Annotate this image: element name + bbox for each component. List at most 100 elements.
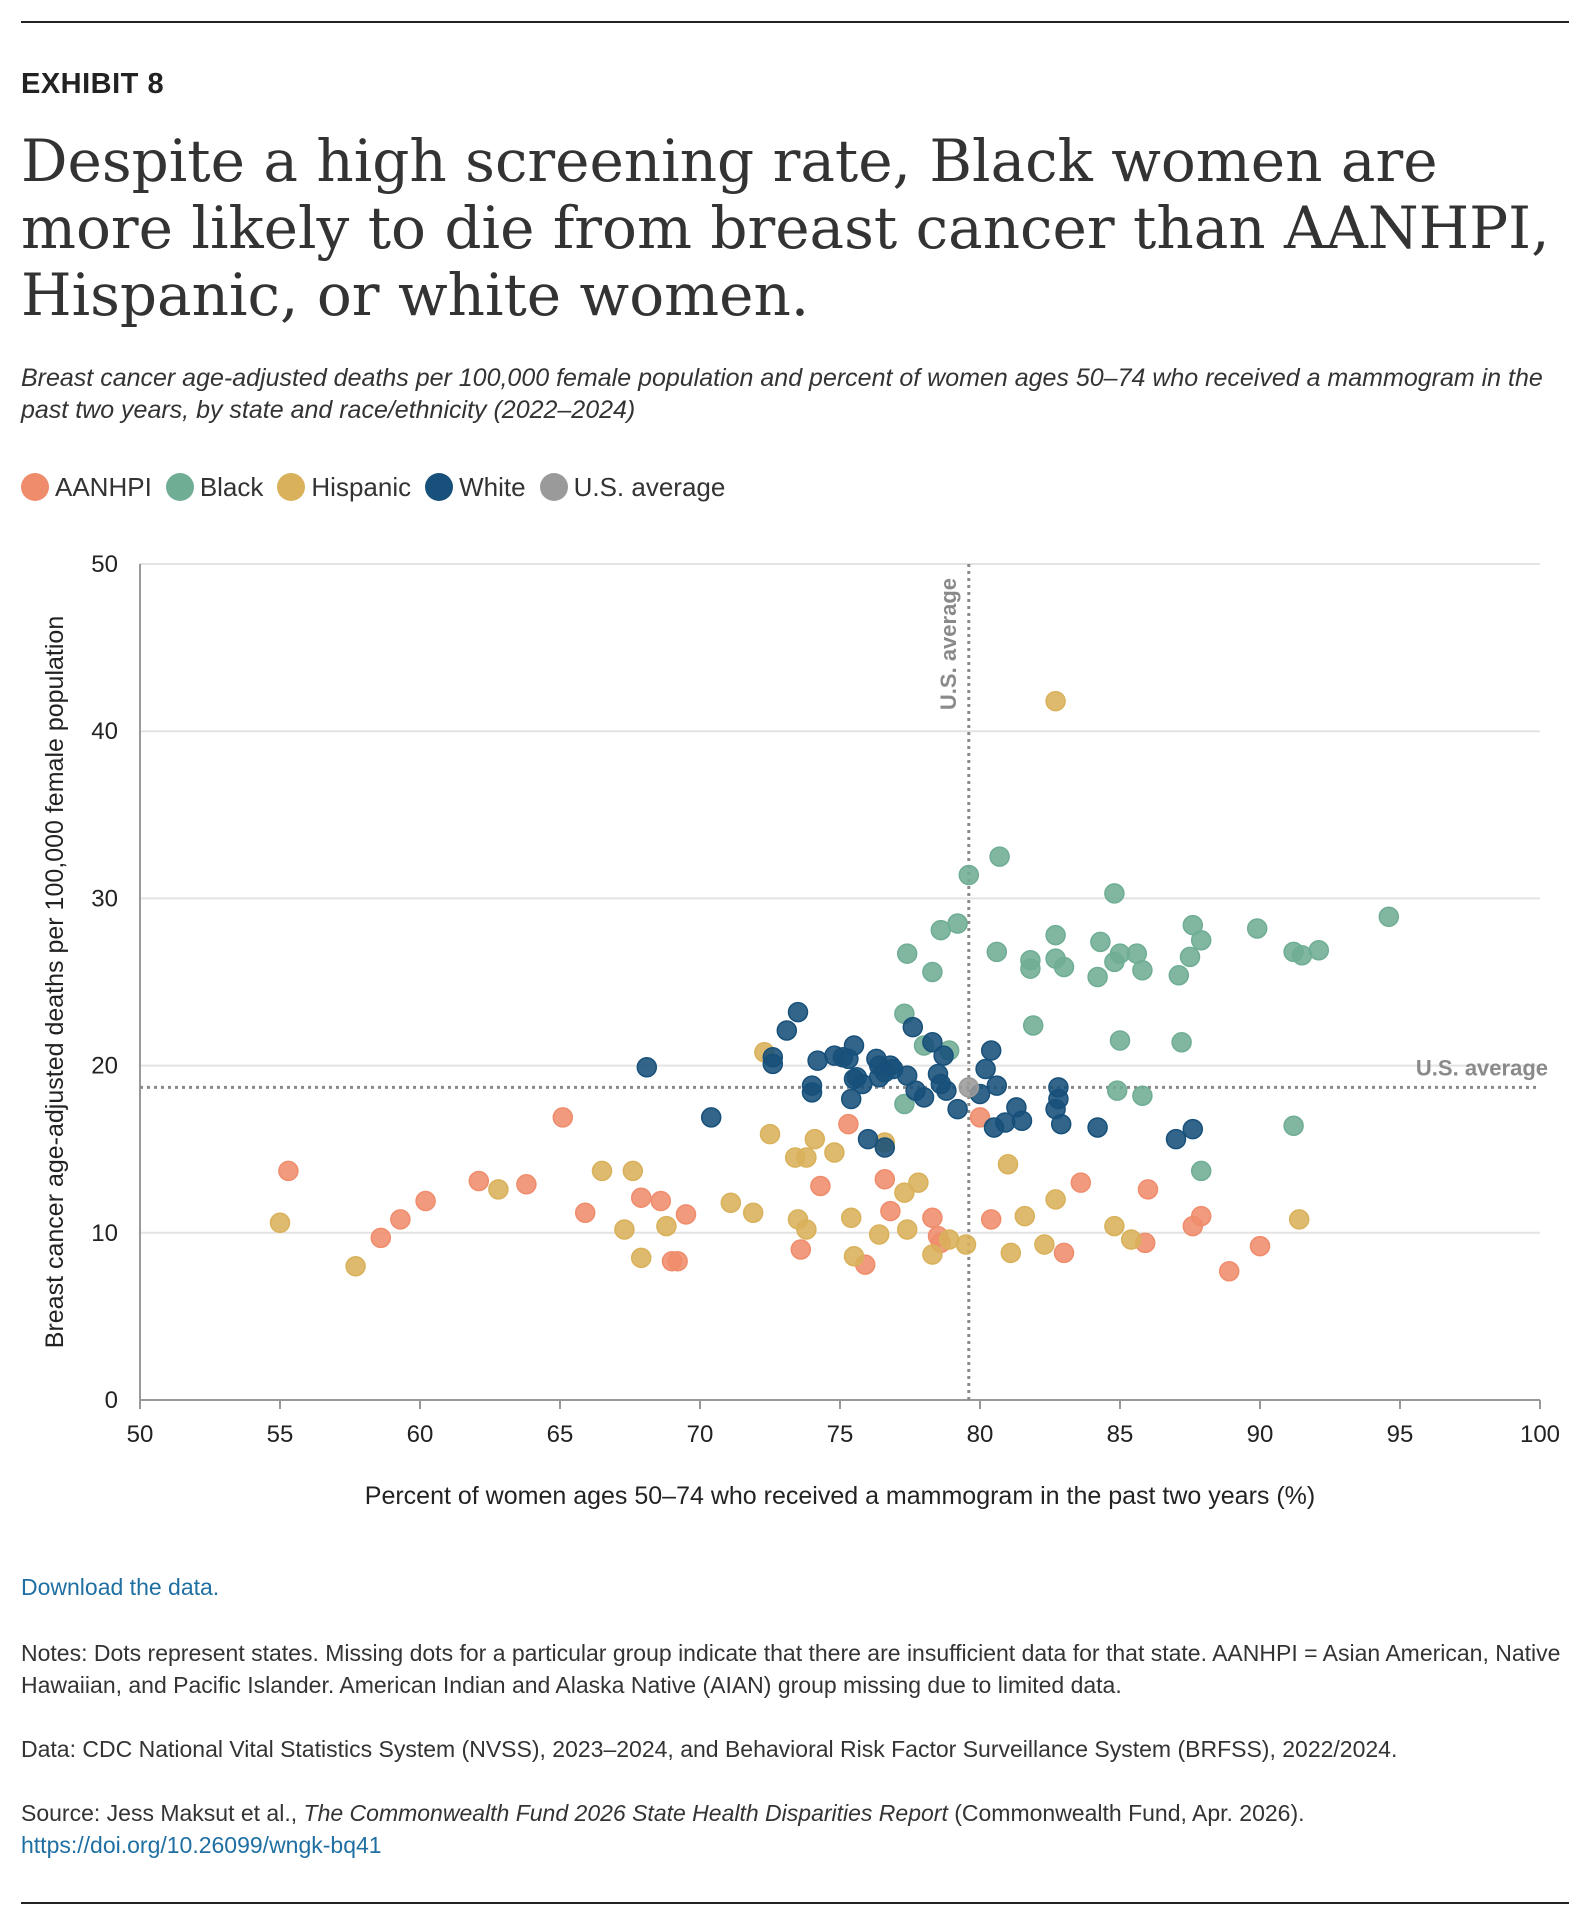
data-point-hispanic [938, 1229, 960, 1250]
data-point-white [947, 1098, 968, 1120]
data-point-hispanic [1045, 1189, 1066, 1210]
y-tick-label: 40 [91, 718, 118, 745]
data-point-hispanic [868, 1224, 890, 1245]
data-source-text: Data: CDC National Vital Statistics Syst… [21, 1736, 1398, 1762]
notes-text: Notes: Dots represent states. Missing do… [21, 1640, 1561, 1698]
data-point-hispanic [591, 1160, 613, 1182]
data-point-hispanic [269, 1212, 291, 1234]
top-rule [21, 21, 1569, 23]
data-point-black [1132, 960, 1153, 981]
data-point-hispanic [896, 1219, 918, 1240]
data-point-aanhpi [667, 1250, 688, 1272]
y-axis-title: Breast cancer age-adjusted deaths per 10… [41, 616, 69, 1348]
data-point-aanhpi [1053, 1242, 1075, 1264]
x-tick-label: 70 [687, 1421, 714, 1448]
data-point-white [801, 1082, 823, 1103]
data-point-white [776, 1020, 798, 1041]
data-point-aanhpi [969, 1107, 991, 1128]
data-point-white [1182, 1118, 1204, 1140]
data-point-hispanic [759, 1123, 781, 1145]
data-point-hispanic [1000, 1242, 1022, 1264]
data-point-black [1179, 946, 1201, 968]
data-point-hispanic [1045, 690, 1066, 712]
x-tick-label: 100 [1520, 1421, 1560, 1448]
data-point-black [1190, 1160, 1212, 1182]
legend-item-aanhpi: AANHPI [21, 472, 152, 503]
data-point-white [762, 1053, 784, 1075]
data-point-aanhpi [516, 1174, 537, 1195]
x-tick-label: 50 [127, 1421, 154, 1448]
us-average-vertical-label: U.S. average [936, 578, 961, 710]
x-tick-label: 60 [407, 1421, 434, 1448]
source-citation: Source: Jess Maksut et al., The Commonwe… [21, 1797, 1569, 1829]
data-point-hispanic [1034, 1234, 1055, 1255]
x-tick-label: 85 [1107, 1421, 1134, 1448]
data-point-aanhpi [468, 1170, 490, 1192]
chart-title: Despite a high screening rate, Black wom… [21, 127, 1550, 329]
data-point-aanhpi [1137, 1179, 1159, 1200]
data-point-black [1020, 958, 1041, 979]
data-point-aanhpi [922, 1207, 943, 1229]
data-point-aanhpi [790, 1239, 812, 1260]
data-point-black [922, 961, 943, 983]
y-tick-label: 50 [91, 551, 118, 578]
data-point-black [989, 846, 1010, 867]
data-point-black [1022, 1015, 1044, 1036]
legend: AANHPI Black Hispanic White U.S. average [21, 470, 739, 504]
source-report-title: The Commonwealth Fund 2026 State Health … [303, 1800, 948, 1826]
data-point-white [902, 1016, 924, 1038]
data-point-hispanic [997, 1153, 1019, 1175]
legend-swatch-hispanic [277, 473, 306, 501]
data-point-aanhpi [370, 1227, 392, 1249]
data-point-hispanic [796, 1219, 817, 1240]
data-point-black [1190, 929, 1212, 951]
data-point-aanhpi [874, 1169, 896, 1190]
data-point-aanhpi [1190, 1205, 1212, 1227]
data-point-hispanic [630, 1247, 652, 1269]
data-point-hispanic [1120, 1229, 1142, 1250]
download-data-link[interactable]: Download the data. [21, 1574, 220, 1600]
data-point-hispanic [796, 1147, 817, 1168]
y-tick-label: 0 [105, 1387, 118, 1414]
legend-swatch-aanhpi [21, 473, 49, 501]
x-tick-label: 90 [1247, 1421, 1274, 1448]
y-tick-label: 30 [91, 885, 118, 912]
data-point-white [922, 1031, 943, 1053]
data-point-black [1106, 1080, 1128, 1101]
x-tick-label: 65 [547, 1421, 574, 1448]
data-point-white [857, 1128, 879, 1150]
data-point-white [868, 1067, 890, 1088]
data-point-white [700, 1107, 722, 1128]
data-point-white [975, 1058, 996, 1080]
data-point-aanhpi [574, 1202, 596, 1223]
legend-label-us-average: U.S. average [573, 471, 726, 502]
legend-item-us-average: U.S. average [539, 471, 726, 503]
data-point-aanhpi [630, 1187, 652, 1208]
data-point-black [1132, 1085, 1153, 1106]
data-point-aanhpi [810, 1175, 831, 1197]
us-average-horizontal-label: U.S. average [1416, 1055, 1548, 1080]
legend-item-white: White [425, 471, 526, 503]
data-point-white [874, 1137, 896, 1158]
data-point-hispanic [345, 1255, 366, 1277]
data-point-hispanic [622, 1160, 644, 1182]
data-point-hispanic [840, 1207, 862, 1229]
data-point-hispanic [843, 1245, 865, 1267]
data-point-white [936, 1080, 957, 1101]
data-point-hispanic [1014, 1205, 1036, 1227]
data-point-white [933, 1045, 954, 1066]
data-point-aanhpi [1218, 1261, 1240, 1282]
legend-label-aanhpi: AANHPI [55, 471, 152, 502]
legend-item-black: Black [165, 472, 263, 503]
data-point-black [1291, 944, 1313, 966]
data-point-black [1045, 924, 1066, 946]
data-point-hispanic [1104, 1215, 1125, 1237]
data-point-aanhpi [980, 1209, 1002, 1230]
data-point-hispanic [894, 1182, 915, 1203]
data-point-aanhpi [1249, 1235, 1271, 1257]
scatter-chart: 0 10 20 30 40 50 50 55 60 65 70 75 80 85 90 95 100 Percen… [41, 551, 1560, 1510]
legend-label-white: White [459, 471, 526, 502]
y-tick-label: 10 [91, 1220, 118, 1247]
data-point-aanhpi [415, 1190, 436, 1212]
doi-link[interactable]: https://doi.org/10.26099/wngk-bq41 [21, 1832, 382, 1858]
